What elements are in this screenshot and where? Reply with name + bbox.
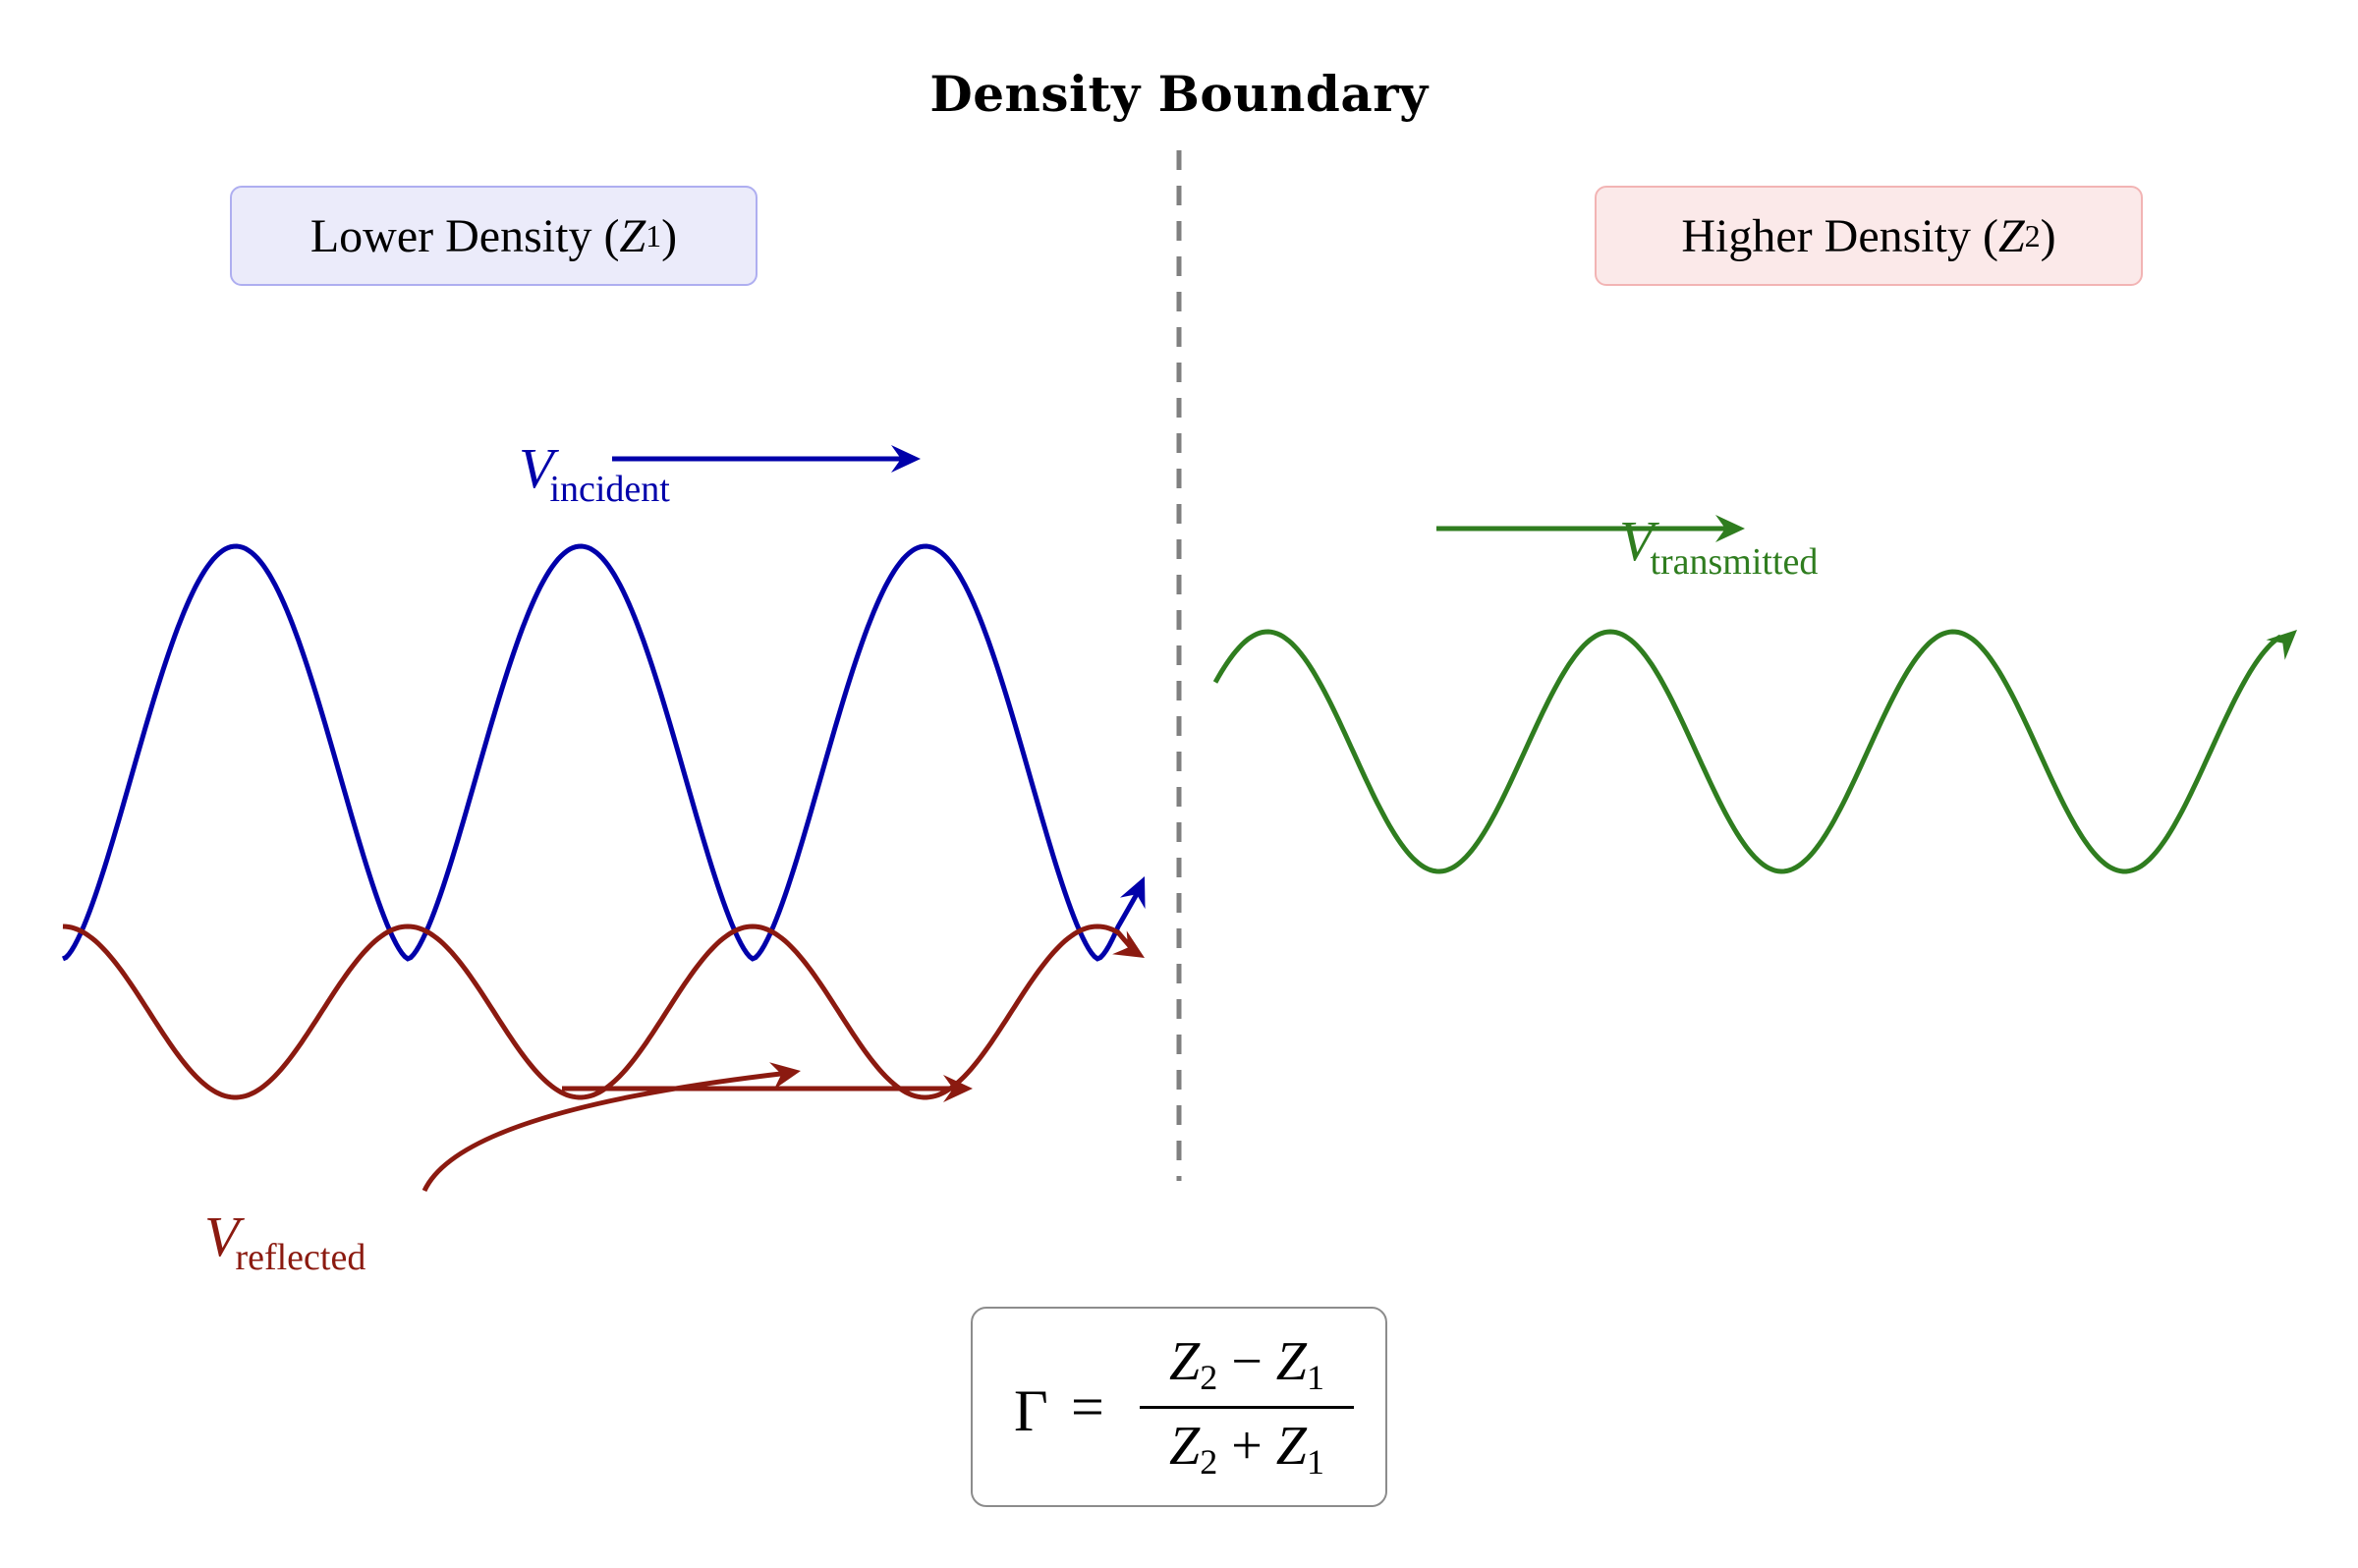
impedance-subscript: 1 <box>646 217 662 253</box>
subscript: 1 <box>1306 1442 1324 1482</box>
lower-density-region-label: Lower Density (Z 1) <box>230 186 758 286</box>
voltage-symbol: V <box>519 436 554 500</box>
plus-operator: + <box>1217 1416 1276 1477</box>
subscript: 1 <box>1306 1358 1324 1397</box>
higher-density-region-label: Higher Density (Z 2) <box>1595 186 2143 286</box>
reflected-pointer-head-icon <box>769 1062 801 1090</box>
label-subscript: incident <box>549 469 670 510</box>
z1-symbol: Z <box>1275 1331 1307 1392</box>
voltage-symbol: V <box>204 1204 240 1268</box>
region-label-text: Higher Density ( <box>1681 209 1998 262</box>
z1-symbol: Z <box>1275 1416 1307 1477</box>
reflected-direction-arrow-head-icon <box>943 1075 973 1102</box>
z2-symbol: Z <box>1169 1331 1201 1392</box>
incident-wave <box>62 543 1140 962</box>
impedance-symbol: Z <box>1997 209 2025 262</box>
z2-symbol: Z <box>1169 1416 1201 1477</box>
region-label-close: ) <box>661 209 678 262</box>
reflected-wave <box>62 924 1137 1100</box>
reflected-wave-end-arrow-icon <box>1112 930 1145 958</box>
transmitted-direction-arrow-head-icon <box>1715 515 1745 542</box>
diagram-title: Density Boundary <box>929 65 1429 123</box>
impedance-subscript: 2 <box>2024 217 2041 253</box>
direction-arrows <box>421 445 2297 1193</box>
subscript: 2 <box>1200 1358 1218 1397</box>
reflected-wave-label: Vreflected <box>204 1208 365 1277</box>
reflected-label-pointer <box>421 1070 790 1193</box>
gamma-symbol: Γ <box>1014 1378 1048 1443</box>
region-label-text: Lower Density ( <box>309 209 620 262</box>
transmitted-wave-end-arrow-icon <box>2266 630 2297 660</box>
transmitted-wave <box>1212 629 2288 874</box>
minus-operator: − <box>1217 1331 1276 1392</box>
equals-sign: = <box>1071 1374 1104 1439</box>
fraction: Z2 − Z1 Z2 + Z1 <box>1140 1330 1354 1483</box>
reflection-coefficient-formula: Γ = Z2 − Z1 Z2 + Z1 <box>971 1307 1387 1507</box>
label-subscript: reflected <box>235 1237 366 1278</box>
fraction-bar <box>1140 1406 1354 1409</box>
label-subscript: transmitted <box>1650 541 1819 583</box>
incident-wave-end-arrow-icon <box>1119 876 1146 910</box>
voltage-symbol: V <box>1619 509 1655 573</box>
incident-direction-arrow-head-icon <box>891 445 921 473</box>
region-label-close: ) <box>2040 209 2056 262</box>
denominator: Z2 + Z1 <box>1140 1415 1354 1483</box>
numerator: Z2 − Z1 <box>1140 1330 1354 1398</box>
transmitted-wave-label: Vtransmitted <box>1619 513 1818 582</box>
incident-wave-label: Vincident <box>519 440 670 509</box>
subscript: 2 <box>1200 1442 1218 1482</box>
impedance-symbol: Z <box>619 209 646 262</box>
